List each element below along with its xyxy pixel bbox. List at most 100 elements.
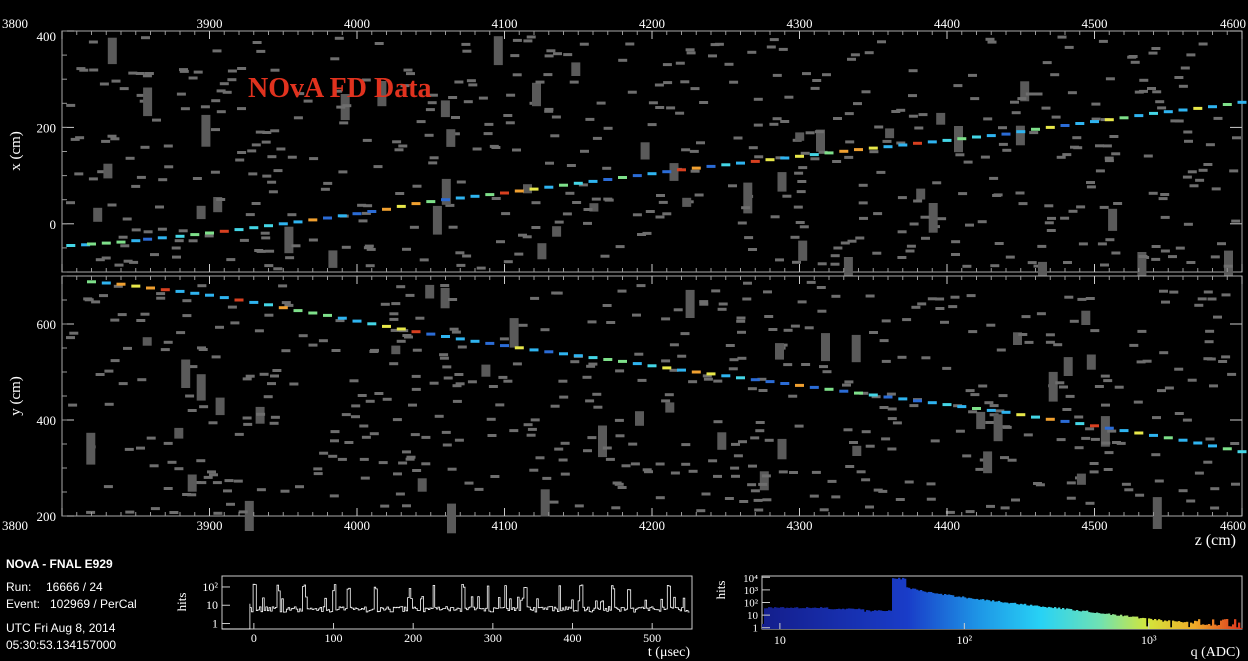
track-hit	[868, 393, 878, 397]
noise-hit	[822, 73, 831, 77]
charge-bar	[826, 607, 829, 629]
noise-hit	[968, 410, 978, 414]
noise-hit	[741, 206, 751, 210]
charge-bar	[846, 608, 849, 629]
charge-bar	[802, 608, 805, 629]
noise-hit	[614, 418, 624, 422]
noise-hit	[95, 258, 105, 262]
noise-hit	[886, 392, 896, 396]
charge-bar	[1152, 620, 1155, 629]
noise-hit	[935, 297, 945, 301]
charge-bar	[1122, 616, 1125, 629]
charge-bar	[888, 610, 891, 629]
noise-hit	[419, 258, 429, 262]
charge-bar	[1102, 613, 1105, 629]
noise-hit	[680, 332, 690, 336]
noise-hit	[1178, 84, 1188, 88]
track-hit	[131, 284, 141, 288]
noise-hit	[394, 148, 404, 152]
charge-bar	[978, 599, 981, 629]
noise-hit	[113, 284, 123, 288]
noise-hit	[278, 284, 288, 288]
noise-hit	[155, 205, 164, 209]
charge-bar	[950, 595, 953, 629]
noise-hit	[496, 240, 505, 244]
charge-bar	[1174, 621, 1177, 629]
track-hit	[559, 352, 568, 356]
charge-bar	[886, 611, 889, 629]
track-hit	[426, 332, 436, 336]
noise-hit	[308, 343, 318, 347]
noise-hit	[522, 235, 532, 239]
noise-hit	[360, 476, 370, 480]
noise-hit	[1112, 441, 1121, 444]
noise-hit	[1198, 168, 1208, 172]
track-hit	[81, 243, 91, 247]
noise-hit	[989, 404, 999, 408]
charge-bar	[1020, 603, 1023, 629]
noise-hit	[331, 349, 341, 352]
noise-hit	[535, 456, 545, 460]
noise-hit	[1223, 264, 1233, 268]
timing-y-tick-label: 10	[206, 598, 218, 612]
track-hit	[957, 405, 967, 409]
noise-hit	[688, 469, 698, 473]
noise-hit	[690, 87, 700, 91]
charge-bar	[868, 610, 871, 629]
charge-bar	[988, 600, 991, 629]
noise-hit	[1097, 242, 1107, 246]
noise-hit	[440, 287, 450, 309]
noise-hit	[1076, 473, 1086, 485]
track-hit	[293, 220, 303, 224]
charge-bar	[1060, 609, 1063, 629]
charge-bar	[844, 609, 847, 629]
noise-hit	[724, 497, 734, 500]
noise-hit	[1186, 499, 1196, 503]
noise-hit	[86, 510, 96, 514]
track-hit	[1075, 122, 1085, 125]
noise-hit	[506, 93, 516, 97]
noise-hit	[1210, 506, 1220, 510]
noise-hit	[799, 225, 809, 229]
noise-hit	[391, 302, 401, 306]
noise-hit	[1128, 55, 1138, 58]
noise-hit	[669, 368, 679, 372]
noise-hit	[104, 402, 114, 406]
noise-hit	[658, 200, 668, 204]
noise-hit	[171, 246, 181, 250]
noise-hit	[818, 150, 828, 154]
noise-hit	[699, 101, 709, 104]
charge-x-tick-label: 10³	[1141, 633, 1157, 647]
noise-hit	[897, 230, 907, 234]
noise-hit	[1005, 255, 1015, 259]
track-hit	[308, 311, 318, 315]
noise-hit	[99, 294, 108, 298]
noise-hit	[793, 205, 803, 209]
charge-bar	[1046, 607, 1049, 629]
track-hit	[721, 163, 731, 167]
noise-hit	[74, 172, 84, 176]
charge-bar	[770, 607, 773, 629]
noise-hit	[1194, 471, 1204, 475]
noise-hit	[285, 256, 295, 260]
charge-bar	[1196, 621, 1199, 629]
noise-hit	[859, 216, 868, 220]
noise-hit	[107, 134, 117, 138]
charge-bar	[1184, 622, 1187, 629]
noise-hit	[400, 84, 410, 88]
noise-hit	[197, 481, 207, 485]
noise-hit	[129, 260, 139, 264]
track-hit	[839, 149, 849, 153]
noise-hit	[648, 101, 658, 105]
noise-hit	[729, 358, 739, 362]
noise-hit	[451, 330, 461, 334]
track-hit	[721, 374, 731, 378]
charge-bar	[1218, 625, 1221, 629]
noise-hit	[1095, 144, 1104, 148]
noise-hit	[284, 303, 294, 307]
noise-hit	[1013, 332, 1022, 345]
noise-hit	[1056, 438, 1066, 442]
noise-hit	[1045, 333, 1055, 337]
charge-bar	[918, 590, 921, 629]
noise-hit	[918, 113, 928, 117]
